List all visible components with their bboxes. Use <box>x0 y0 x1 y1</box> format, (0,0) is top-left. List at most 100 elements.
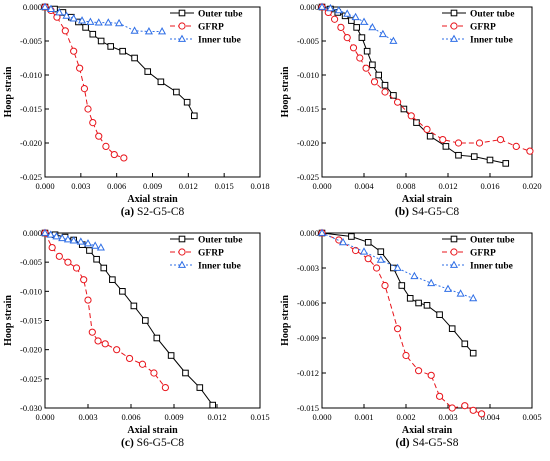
data-point <box>448 404 456 412</box>
data-point <box>131 54 138 62</box>
x-tick-label: 0.000 <box>312 412 331 422</box>
legend-label: GFRP <box>198 249 224 259</box>
data-point <box>439 136 447 144</box>
legend-label: GFRP <box>470 249 496 259</box>
x-tick-label: 0.003 <box>438 412 457 422</box>
data-point <box>77 16 87 24</box>
y-axis-label: Hoop strain <box>280 295 291 346</box>
data-point <box>486 156 494 164</box>
x-tick-label: 0.016 <box>480 181 499 191</box>
panel-caption: (b) S4-G5-C8 <box>395 206 459 218</box>
legend-label: Outer tube <box>470 10 514 20</box>
y-tick-label: -0.020 <box>20 138 42 148</box>
data-point <box>381 81 389 89</box>
series-inner-tube <box>40 228 105 251</box>
data-point <box>138 360 147 368</box>
y-tick-label: -0.020 <box>20 345 42 355</box>
data-point <box>427 371 435 379</box>
data-point <box>182 369 189 377</box>
data-point <box>119 288 126 295</box>
data-point <box>475 139 484 147</box>
legend-label: Outer tube <box>198 236 242 246</box>
data-point <box>88 328 96 336</box>
data-point <box>478 410 486 418</box>
data-point <box>62 11 71 19</box>
data-point <box>461 402 469 410</box>
data-point <box>130 302 138 310</box>
data-point <box>40 2 50 10</box>
data-point <box>407 112 415 120</box>
data-point <box>369 61 376 69</box>
legend-label: Inner tube <box>198 36 241 46</box>
data-point <box>80 85 89 93</box>
data-point <box>343 34 351 42</box>
x-tick-label: 0.009 <box>164 412 183 422</box>
plot-frame <box>44 6 261 178</box>
data-point <box>363 47 371 55</box>
plot-frame <box>44 232 261 409</box>
data-point <box>470 153 478 160</box>
panel-caption: (c) S6-G5-C8 <box>121 437 184 449</box>
legend-marker <box>177 34 187 42</box>
data-point <box>158 27 167 35</box>
legend-marker <box>178 9 186 17</box>
data-point <box>113 346 121 354</box>
series-line <box>321 232 474 299</box>
panel-caption: (d) S4-G5-S8 <box>396 437 459 449</box>
data-point <box>317 228 327 236</box>
y-tick-label: -0.010 <box>20 286 42 296</box>
legend-marker <box>178 248 186 256</box>
data-point <box>426 132 434 140</box>
data-point <box>119 47 126 55</box>
data-point <box>410 271 419 280</box>
data-point <box>353 24 360 31</box>
series-inner-tube <box>317 2 398 44</box>
data-point <box>381 281 389 290</box>
y-tick-label: -0.010 <box>20 70 42 80</box>
data-point <box>436 311 443 318</box>
series-outer-tube <box>318 229 477 357</box>
data-point <box>86 17 95 25</box>
data-point <box>76 237 85 245</box>
data-point <box>183 98 191 106</box>
y-tick-label: -0.015 <box>297 403 319 413</box>
chart-panel: 0.000 0.003 0.006 0.009 0.012 0.015 0.018 0.000… <box>3 2 270 218</box>
legend-label: Inner tube <box>198 262 241 272</box>
data-point <box>58 233 67 242</box>
x-tick-label: 0.009 <box>143 181 162 191</box>
data-point <box>413 119 420 126</box>
data-point <box>398 282 406 289</box>
caption-text: S2-G5-C8 <box>134 206 184 218</box>
y-tick-label: -0.015 <box>20 316 42 326</box>
data-point <box>406 295 414 302</box>
caption-letter: (b) <box>395 206 409 218</box>
data-point <box>469 406 477 414</box>
data-point <box>69 236 78 244</box>
data-point <box>93 255 100 263</box>
legend-label: Inner tube <box>470 36 513 46</box>
x-tick-label: 0.001 <box>354 412 373 422</box>
data-point <box>94 337 102 345</box>
data-point <box>423 125 431 133</box>
x-tick-label: 0.003 <box>71 181 90 191</box>
x-tick-label: 0.012 <box>179 181 198 191</box>
y-axis-label: Hoop strain <box>3 66 14 117</box>
data-point <box>351 12 360 21</box>
y-tick-label: -0.005 <box>20 36 42 46</box>
x-tick-label: 0.008 <box>396 181 415 191</box>
data-point <box>359 17 369 25</box>
series-inner-tube <box>40 2 167 35</box>
data-point <box>120 154 128 162</box>
data-point <box>161 383 169 392</box>
series-line <box>321 232 474 354</box>
y-tick-label: -0.020 <box>297 138 319 148</box>
y-axis-label: Hoop strain <box>280 66 291 117</box>
data-point <box>317 2 327 10</box>
data-point <box>393 263 402 271</box>
data-point <box>104 18 113 26</box>
data-point <box>72 264 81 272</box>
data-point <box>362 64 370 72</box>
data-point <box>436 392 444 400</box>
data-point <box>376 255 385 263</box>
data-point <box>496 136 505 144</box>
